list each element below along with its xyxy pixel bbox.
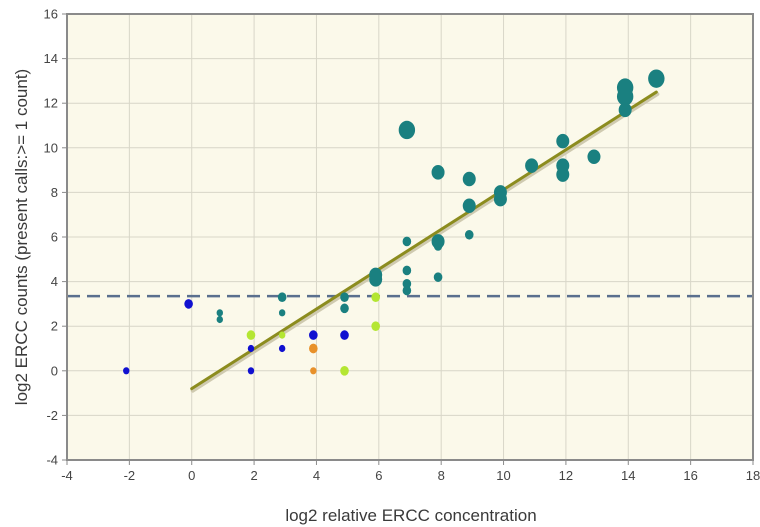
x-tick-label: 6 [375, 468, 382, 483]
data-point [216, 309, 223, 317]
data-point [371, 292, 381, 303]
data-point [278, 344, 286, 353]
x-tick-label: -2 [124, 468, 136, 483]
x-tick-label: 0 [188, 468, 195, 483]
data-point [493, 191, 507, 207]
data-point [464, 229, 474, 240]
x-tick-label: 14 [621, 468, 635, 483]
data-point [216, 315, 223, 324]
data-point [309, 343, 318, 354]
data-point [247, 367, 255, 375]
data-point [309, 330, 318, 340]
x-tick-label: 8 [438, 468, 445, 483]
data-point [462, 198, 476, 214]
x-axis-ticks: -4 -2 0 2 4 6 8 10 12 14 16 18 [61, 460, 760, 483]
fit-line-shadow [190, 92, 660, 393]
x-tick-label: -4 [61, 468, 73, 483]
y-tick-label: 12 [44, 96, 58, 111]
data-point [184, 299, 193, 309]
data-point [340, 365, 349, 376]
data-point [371, 321, 381, 332]
data-point [340, 303, 349, 314]
y-tick-label: 16 [44, 7, 58, 22]
y-tick-label: -4 [46, 453, 58, 468]
data-point [402, 279, 412, 289]
y-axis-ticks: -4 -2 0 2 4 6 8 10 12 14 16 [44, 7, 67, 468]
data-point [648, 69, 665, 88]
data-point [402, 236, 412, 247]
x-axis-title: log2 relative ERCC concentration [285, 506, 536, 525]
data-point [556, 133, 570, 149]
data-point [369, 272, 383, 287]
data-point [462, 171, 476, 187]
data-point [433, 272, 443, 282]
y-tick-label: 10 [44, 140, 58, 155]
y-tick-label: 6 [51, 230, 58, 245]
x-tick-label: 18 [746, 468, 760, 483]
x-tick-label: 10 [496, 468, 510, 483]
data-point [340, 292, 349, 303]
data-point [402, 265, 412, 276]
data-points [123, 69, 665, 376]
data-point [402, 285, 412, 296]
x-tick-label: 2 [250, 468, 257, 483]
data-point [278, 331, 286, 339]
data-point [123, 367, 130, 375]
y-tick-label: 4 [51, 274, 58, 289]
fit-line [190, 90, 658, 391]
data-point [556, 167, 570, 182]
data-point [277, 292, 287, 303]
data-point [247, 344, 255, 353]
x-tick-label: 12 [559, 468, 573, 483]
data-point [398, 120, 416, 140]
data-point [310, 367, 317, 375]
y-tick-label: 14 [44, 51, 58, 66]
data-point [525, 158, 539, 173]
fit-line-group [190, 90, 660, 393]
data-point [246, 330, 256, 340]
y-tick-label: 0 [51, 363, 58, 378]
data-point [618, 102, 632, 118]
data-point [433, 241, 443, 251]
y-axis-title: log2 ERCC counts (present calls:>= 1 cou… [12, 69, 31, 405]
y-tick-label: 8 [51, 185, 58, 200]
data-point [431, 165, 445, 180]
data-point [616, 87, 634, 106]
y-tick-label: -2 [46, 408, 58, 423]
data-point [340, 330, 349, 340]
data-point [278, 309, 286, 317]
data-point [587, 149, 601, 164]
x-tick-label: 4 [313, 468, 320, 483]
x-tick-label: 16 [683, 468, 697, 483]
y-tick-label: 2 [51, 319, 58, 334]
